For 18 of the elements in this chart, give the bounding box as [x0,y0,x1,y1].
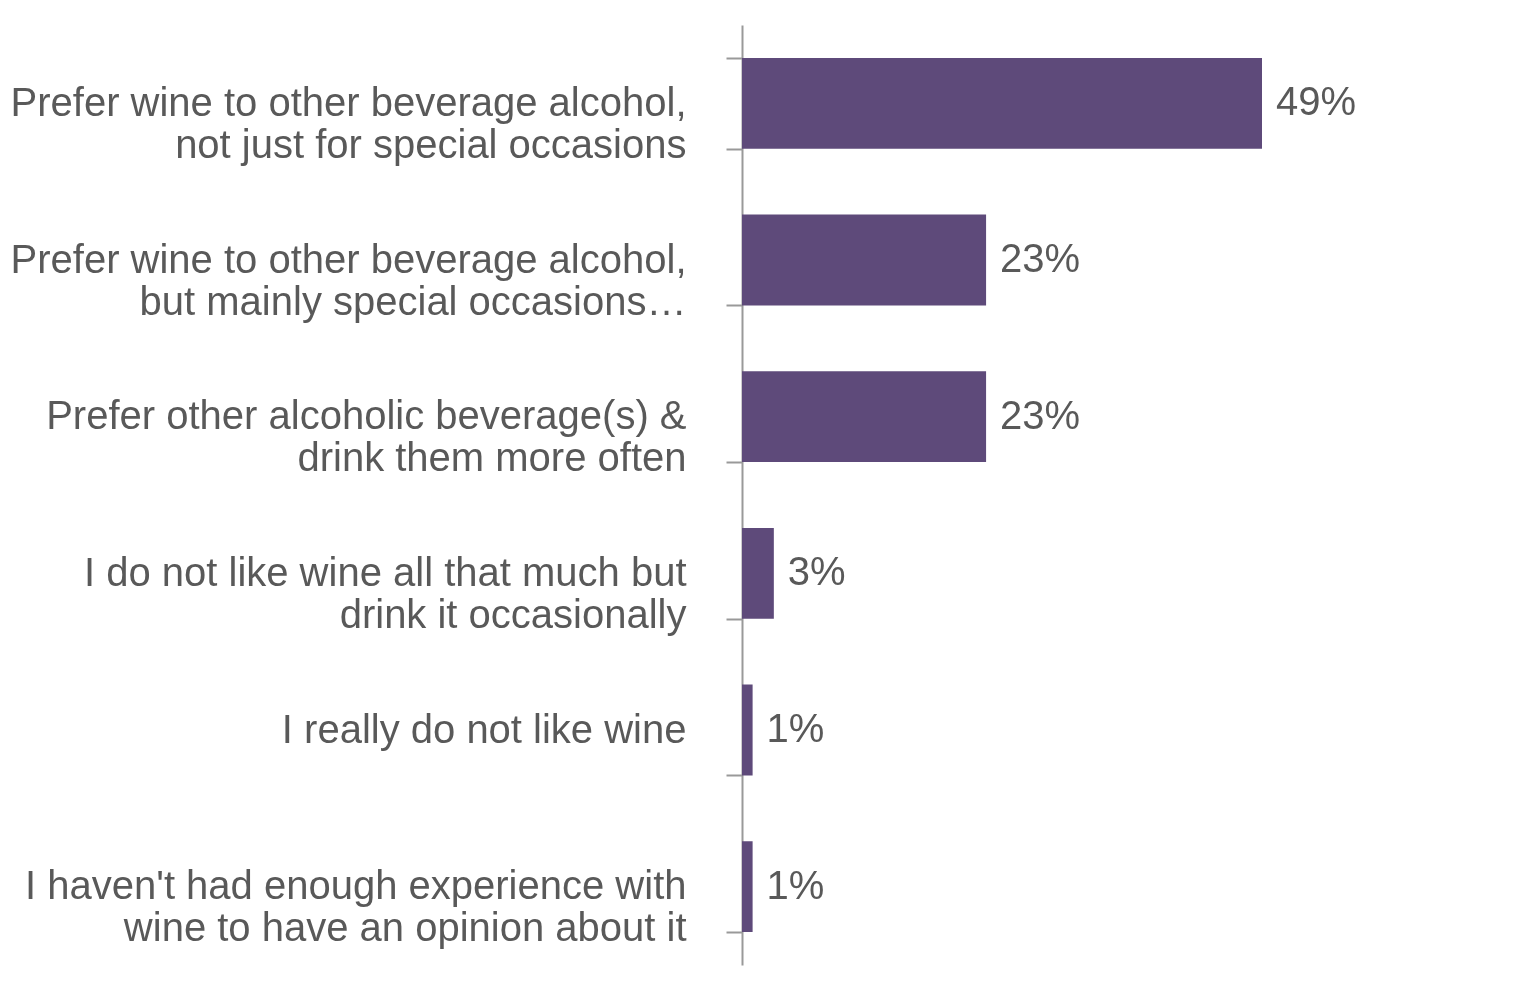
bar [742,57,1262,149]
bar [742,371,987,463]
bar [742,684,753,776]
y-tick-label: I haven't had enough experience with wine to have an opinion about it [25,863,687,950]
data-label: 3% [787,549,846,594]
bar [742,841,753,933]
y-tick-label: Prefer wine to other beverage alcohol, not just for special occasions [10,79,687,166]
y-tick-label: Prefer other alcoholic beverage(s) & drink them more often [46,393,687,480]
y-tick-label: Prefer wine to other beverage alcohol, but mainly special occasions… [10,236,687,323]
data-label: 1% [766,706,825,750]
y-tick-label: I really do not like wine [281,706,687,751]
data-label: 23% [1000,392,1081,437]
data-label: 49% [1276,79,1357,124]
bar [742,214,987,306]
data-label: 1% [766,862,825,907]
bar [742,527,774,619]
y-tick-label: I do not like wine all that much but drink it occasionally [83,549,687,636]
data-label: 23% [1000,236,1081,280]
